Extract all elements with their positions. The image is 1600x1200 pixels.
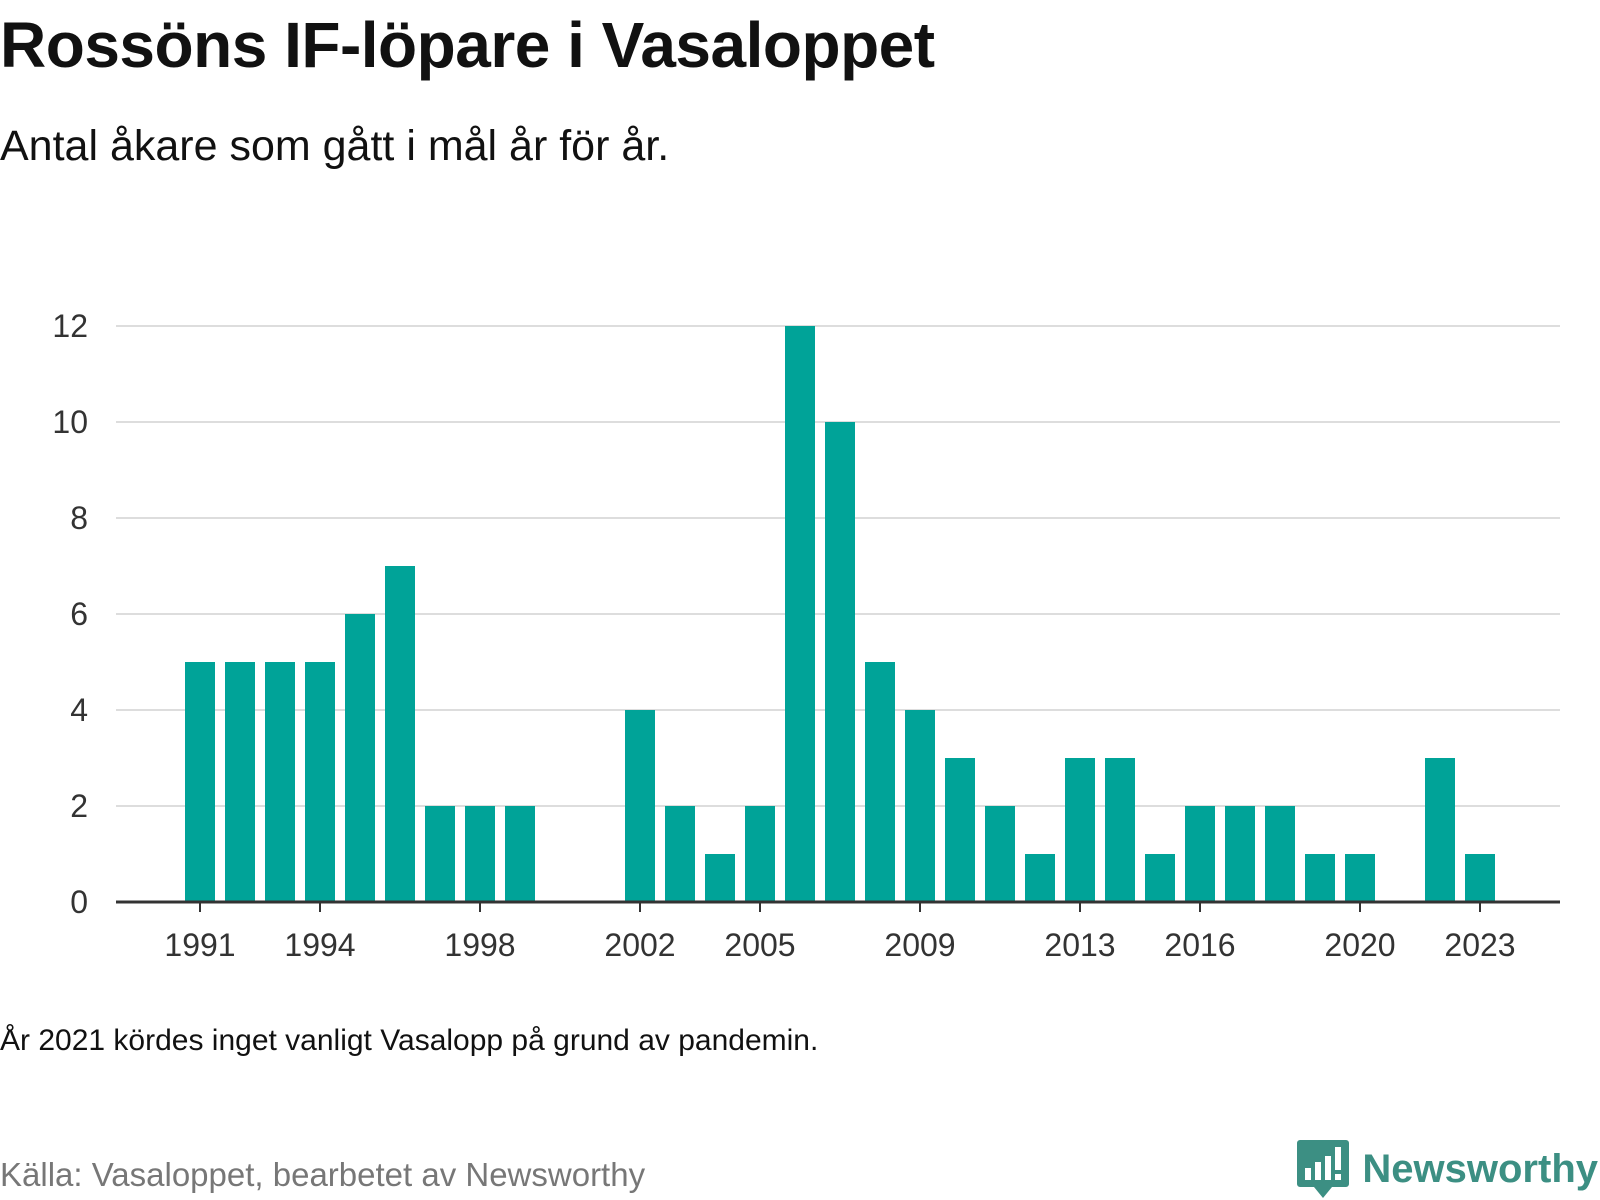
bar-2023	[1465, 854, 1495, 902]
y-tick-label: 0	[70, 884, 88, 920]
bar-2020	[1345, 854, 1375, 902]
y-tick-label: 10	[52, 404, 88, 440]
bar-2018	[1265, 806, 1295, 902]
bar-2022	[1425, 758, 1455, 902]
bar-2009	[905, 710, 935, 902]
bar-1997	[425, 806, 455, 902]
x-tick-label: 2002	[604, 927, 675, 963]
bar-1991	[185, 662, 215, 902]
x-tick-label: 1998	[444, 927, 515, 963]
bar-1992	[225, 662, 255, 902]
bar-2002	[625, 710, 655, 902]
bar-2013	[1065, 758, 1095, 902]
bar-1993	[265, 662, 295, 902]
bar-2005	[745, 806, 775, 902]
y-tick-label: 4	[70, 692, 88, 728]
bar-2011	[985, 806, 1015, 902]
newsworthy-logo-icon	[1297, 1140, 1350, 1198]
y-tick-label: 8	[70, 500, 88, 536]
brand-logo: Newsworthy	[1296, 1138, 1598, 1200]
brand-name: Newsworthy	[1362, 1146, 1598, 1191]
bar-2019	[1305, 854, 1335, 902]
chart-note: År 2021 kördes inget vanligt Vasalopp på…	[0, 1024, 819, 1057]
x-tick-label: 1991	[164, 927, 235, 963]
x-tick-label: 2020	[1324, 927, 1395, 963]
x-tick-label: 2005	[724, 927, 795, 963]
y-tick-label: 2	[70, 788, 88, 824]
bar-chart: 0 2 4 6 8 10 12 1991 1994 1998 2002 2005 2009 2013 20…	[52, 308, 1560, 963]
x-tick-label: 2013	[1044, 927, 1115, 963]
bar-1998	[465, 806, 495, 902]
y-tick-label: 6	[70, 596, 88, 632]
x-tick-label: 2016	[1164, 927, 1235, 963]
y-axis-ticks: 0 2 4 6 8 10 12	[52, 308, 88, 920]
x-axis-ticks: 1991 1994 1998 2002 2005 2009 2013 2016 2020 2023	[164, 902, 1516, 963]
bar-2004	[705, 854, 735, 902]
x-tick-label: 2023	[1444, 927, 1515, 963]
bars	[185, 326, 1495, 902]
bar-1996	[385, 566, 415, 902]
bar-2007	[825, 422, 855, 902]
source-credit: Källa: Vasaloppet, bearbetet av Newswort…	[0, 1156, 646, 1193]
bar-2012	[1025, 854, 1055, 902]
bar-2006	[785, 326, 815, 902]
bar-2003	[665, 806, 695, 902]
y-tick-label: 12	[52, 308, 88, 344]
bar-2016	[1185, 806, 1215, 902]
bar-2010	[945, 758, 975, 902]
bar-2017	[1225, 806, 1255, 902]
bar-1994	[305, 662, 335, 902]
bar-2015	[1145, 854, 1175, 902]
bar-2008	[865, 662, 895, 902]
bar-1995	[345, 614, 375, 902]
chart-title: Rossöns IF-löpare i Vasaloppet	[0, 9, 935, 81]
x-tick-label: 1994	[284, 927, 355, 963]
chart-subtitle: Antal åkare som gått i mål år för år.	[0, 122, 670, 170]
x-tick-label: 2009	[884, 927, 955, 963]
bar-2014	[1105, 758, 1135, 902]
bar-1999	[505, 806, 535, 902]
